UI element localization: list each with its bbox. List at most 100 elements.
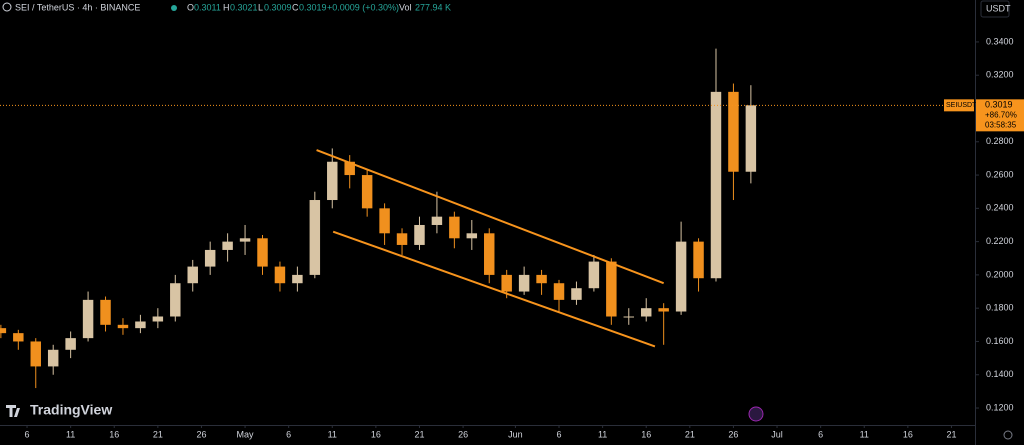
candle-body xyxy=(13,333,24,342)
candle-body xyxy=(484,233,495,275)
y-tick-label: 0.3400 xyxy=(986,36,1014,46)
x-tick-label: 16 xyxy=(371,429,381,439)
logo: TradingView xyxy=(6,402,112,418)
candle-body xyxy=(47,349,59,367)
trendline xyxy=(316,149,665,285)
x-tick-label: 6 xyxy=(286,429,291,439)
y-tick-label: 0.2400 xyxy=(986,203,1014,213)
x-tick-label: Jul xyxy=(771,429,783,439)
x-tick-label: 11 xyxy=(66,429,75,439)
candle-body xyxy=(187,266,198,284)
x-tick-label: 16 xyxy=(641,429,651,439)
x-tick-label: 21 xyxy=(153,429,163,439)
settings-icon[interactable] xyxy=(1003,430,1013,440)
symbol-icon xyxy=(2,2,12,12)
x-tick-label: 11 xyxy=(328,429,337,439)
x-tick-label: 11 xyxy=(860,429,869,439)
x-tick-label: 6 xyxy=(557,429,562,439)
l-label: L xyxy=(258,2,263,12)
x-tick-label: May xyxy=(237,429,255,439)
events-icon[interactable] xyxy=(748,406,764,422)
x-tick-label: 11 xyxy=(598,429,607,439)
currency-label[interactable]: USDT xyxy=(986,3,1011,13)
x-tick-label: 21 xyxy=(414,429,424,439)
close: 0.3019 xyxy=(299,2,327,12)
vol-label: Vol xyxy=(399,2,412,12)
candle-body xyxy=(675,241,687,312)
price-tag-change: +86.70% xyxy=(985,110,1017,119)
candle-body xyxy=(536,274,547,284)
candle-body xyxy=(379,208,390,234)
c-label: C xyxy=(292,2,299,12)
candle-body xyxy=(30,341,41,367)
y-tick-label: 0.2200 xyxy=(986,236,1014,246)
candle-body xyxy=(222,241,233,250)
price-tag-name-bg xyxy=(944,99,974,112)
candle-body xyxy=(623,316,635,318)
price-tag-countdown: 03:58:35 xyxy=(985,120,1017,129)
candle-body xyxy=(65,338,76,350)
y-tick-label: 0.2800 xyxy=(986,136,1014,146)
candle-body xyxy=(274,266,286,284)
trendline xyxy=(332,230,656,348)
x-tick-label: Jun xyxy=(508,429,523,439)
candle-body xyxy=(588,261,600,289)
market-status xyxy=(171,5,177,11)
y-tick-label: 0.1600 xyxy=(986,336,1014,346)
high: 0.3021 xyxy=(230,2,258,12)
h-label: H xyxy=(223,2,230,12)
candle-body xyxy=(414,224,425,245)
candle-body xyxy=(466,233,478,239)
candle-body xyxy=(745,105,757,172)
candle-body xyxy=(710,91,722,279)
candle-body xyxy=(204,249,216,267)
candle-body xyxy=(257,238,268,267)
candle-body xyxy=(606,261,617,317)
price-tag-bg xyxy=(976,99,1024,132)
candle-body xyxy=(640,308,652,317)
open: 0.3011 xyxy=(194,2,221,12)
candle-body xyxy=(396,233,408,245)
y-tick-label: 0.1200 xyxy=(986,402,1014,412)
x-tick-label: 26 xyxy=(458,429,468,439)
o-label: O xyxy=(187,2,194,12)
y-tick-label: 0.2600 xyxy=(986,169,1014,179)
x-tick-label: 6 xyxy=(818,429,823,439)
candle-body xyxy=(0,328,7,334)
low: 0.3009 xyxy=(264,2,292,12)
candle-body xyxy=(571,288,582,300)
symbol: SEI / TetherUS · 4h · BINANCE xyxy=(15,2,140,12)
x-tick-label: 16 xyxy=(903,429,913,439)
y-tick-label: 0.1800 xyxy=(986,303,1014,313)
candle-body xyxy=(431,216,443,225)
ohlc-legend: O 0.3011 H 0.3021 L 0.3009 C 0.3019 +0.0… xyxy=(187,2,451,12)
candle-body xyxy=(361,175,373,209)
candle-body xyxy=(239,238,251,242)
x-tick-label: 21 xyxy=(685,429,695,439)
candle-body xyxy=(501,274,512,292)
y-tick-label: 0.1400 xyxy=(986,369,1014,379)
candle-body xyxy=(518,274,530,292)
candle-body xyxy=(152,316,164,322)
price-tag-value: 0.3019 xyxy=(985,100,1013,110)
x-tick-label: 26 xyxy=(728,429,738,439)
candle-body xyxy=(292,274,303,284)
candle-body xyxy=(553,283,565,300)
volume: 277.94 K xyxy=(415,2,451,12)
x-tick-label: 6 xyxy=(25,429,30,439)
candle-body xyxy=(100,299,111,325)
y-tick-label: 0.3200 xyxy=(986,70,1014,80)
change: +0.0009 (+0.30%) xyxy=(327,2,399,12)
candle-body xyxy=(693,241,704,279)
candle-body xyxy=(728,91,739,172)
candle-body xyxy=(117,324,129,329)
candle-body xyxy=(327,161,338,201)
x-tick-label: 21 xyxy=(946,429,956,439)
candle-body xyxy=(449,216,460,239)
candle-body xyxy=(170,283,181,317)
candle-body xyxy=(82,299,94,339)
currency-button[interactable] xyxy=(980,0,1010,18)
x-tick-label: 16 xyxy=(109,429,119,439)
